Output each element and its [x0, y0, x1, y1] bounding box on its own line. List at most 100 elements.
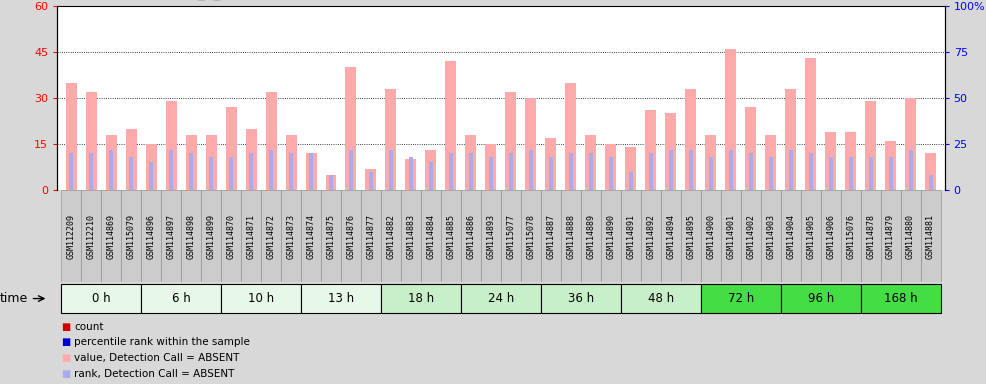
Bar	[501, 190, 521, 282]
Text: GSM114898: GSM114898	[186, 214, 195, 259]
Bar	[446, 61, 457, 190]
Bar	[429, 162, 433, 190]
Bar	[541, 284, 621, 313]
Bar	[666, 113, 676, 190]
Bar	[909, 149, 912, 190]
Bar	[61, 284, 141, 313]
Bar	[880, 190, 900, 282]
Text: GSM114874: GSM114874	[307, 214, 316, 259]
Bar	[925, 153, 936, 190]
Text: GSM114875: GSM114875	[326, 214, 335, 259]
Bar	[789, 149, 793, 190]
Text: GSM114879: GSM114879	[886, 214, 895, 259]
Text: GSM114902: GSM114902	[746, 214, 755, 259]
Text: GSM114885: GSM114885	[447, 214, 456, 259]
Text: GSM114893: GSM114893	[486, 214, 495, 259]
Text: 168 h: 168 h	[883, 292, 917, 305]
Text: GSM114891: GSM114891	[626, 214, 635, 259]
Bar	[109, 149, 113, 190]
Bar	[241, 190, 261, 282]
Text: GSM114904: GSM114904	[786, 214, 795, 259]
Bar	[460, 284, 541, 313]
Bar	[265, 92, 276, 190]
Text: GSM114895: GSM114895	[686, 214, 695, 259]
Bar	[680, 190, 701, 282]
Bar	[81, 190, 102, 282]
Bar	[66, 83, 77, 190]
Bar	[361, 190, 381, 282]
Text: 10 h: 10 h	[248, 292, 274, 305]
Bar	[341, 190, 361, 282]
Bar	[181, 190, 201, 282]
Bar	[765, 135, 776, 190]
Bar	[629, 172, 633, 190]
Bar	[829, 157, 832, 190]
Bar	[286, 135, 297, 190]
Text: GSM114894: GSM114894	[667, 214, 675, 259]
Text: GSM114892: GSM114892	[646, 214, 656, 259]
Bar	[729, 149, 733, 190]
Bar	[469, 153, 473, 190]
Bar	[409, 157, 413, 190]
Bar	[485, 144, 496, 190]
Bar	[90, 153, 93, 190]
Bar	[460, 190, 481, 282]
Bar	[861, 284, 941, 313]
Bar	[185, 135, 196, 190]
Bar	[781, 190, 801, 282]
Bar	[900, 190, 921, 282]
Text: GSM114878: GSM114878	[866, 214, 876, 259]
Text: GSM115076: GSM115076	[846, 214, 855, 259]
Text: 24 h: 24 h	[488, 292, 514, 305]
Bar	[806, 58, 816, 190]
Bar	[669, 149, 672, 190]
Bar	[645, 110, 657, 190]
Bar	[545, 138, 556, 190]
Bar	[726, 49, 737, 190]
Bar	[861, 190, 880, 282]
Bar	[425, 150, 437, 190]
Text: value, Detection Call = ABSENT: value, Detection Call = ABSENT	[74, 353, 240, 363]
Bar	[809, 153, 812, 190]
Bar	[769, 157, 773, 190]
Text: GSM114890: GSM114890	[606, 214, 615, 259]
Bar	[246, 129, 256, 190]
Text: GSM114869: GSM114869	[106, 214, 115, 259]
Bar	[705, 135, 716, 190]
Bar	[381, 190, 401, 282]
Bar	[106, 135, 116, 190]
Text: time: time	[0, 292, 28, 305]
Bar	[509, 153, 513, 190]
Bar	[229, 157, 233, 190]
Bar	[141, 284, 221, 313]
Text: GSM115077: GSM115077	[507, 214, 516, 259]
Bar	[325, 175, 336, 190]
Bar	[102, 190, 121, 282]
Text: GSM114889: GSM114889	[587, 214, 596, 259]
Bar	[541, 190, 561, 282]
Text: GSM114884: GSM114884	[426, 214, 436, 259]
Bar	[649, 153, 653, 190]
Text: GSM114897: GSM114897	[167, 214, 176, 259]
Text: 6 h: 6 h	[172, 292, 190, 305]
Bar	[785, 89, 796, 190]
Bar	[281, 190, 301, 282]
Bar	[865, 101, 877, 190]
Text: GSM114901: GSM114901	[727, 214, 736, 259]
Bar	[605, 144, 616, 190]
Bar	[449, 153, 453, 190]
Bar	[489, 157, 493, 190]
Text: GSM114871: GSM114871	[246, 214, 255, 259]
Bar	[701, 284, 781, 313]
Bar	[161, 190, 181, 282]
Bar	[309, 153, 313, 190]
Text: GSM112209: GSM112209	[67, 214, 76, 259]
Text: GSM114870: GSM114870	[227, 214, 236, 259]
Bar	[141, 190, 161, 282]
Text: 13 h: 13 h	[328, 292, 354, 305]
Bar	[921, 190, 941, 282]
Bar	[209, 157, 213, 190]
Bar	[565, 83, 577, 190]
Bar	[589, 153, 593, 190]
Bar	[709, 157, 713, 190]
